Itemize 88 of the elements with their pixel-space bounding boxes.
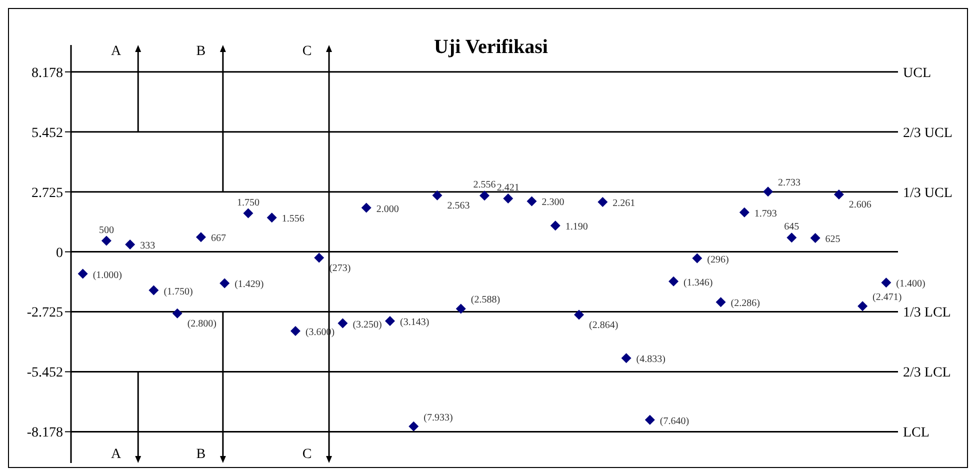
data-label: (296) [707, 254, 729, 266]
data-label: 2.556 [473, 180, 496, 191]
data-label: (2.286) [730, 298, 760, 310]
y-tick-label: 5.452 [32, 126, 63, 141]
point [480, 190, 490, 201]
data-label: 2.606 [848, 199, 872, 210]
point [432, 190, 442, 200]
point [858, 301, 868, 312]
point [148, 285, 159, 296]
point [621, 353, 632, 364]
data-label: 625 [825, 234, 840, 246]
point [384, 316, 395, 326]
ref-line-label: 1/3 LCL [903, 306, 951, 321]
point [716, 297, 726, 308]
point [338, 318, 348, 328]
annotation: B [196, 44, 206, 59]
point [739, 207, 750, 218]
data-label: (1.000) [92, 270, 122, 281]
point [526, 196, 537, 206]
point [574, 310, 584, 320]
ref-line-label: LCL [903, 426, 930, 441]
data-label: (1.400) [896, 278, 926, 290]
data-label: 2.421 [496, 182, 520, 194]
text: A [111, 447, 122, 462]
data-label: (7.933) [424, 412, 453, 424]
point [810, 233, 820, 244]
data-label: (1.750) [164, 286, 193, 298]
data-label: 2.563 [447, 200, 470, 212]
data-label: (1.429) [234, 279, 264, 290]
point [220, 278, 230, 288]
point [243, 208, 254, 218]
data-label: 1.793 [754, 208, 777, 220]
ref-line-label: 1/3 UCL [903, 186, 952, 201]
point [314, 252, 324, 263]
data-label: (2.471) [872, 292, 902, 304]
data-label: (7.640) [660, 416, 690, 427]
point [196, 232, 206, 242]
point [172, 308, 182, 318]
data-label: (1.346) [684, 277, 713, 288]
annotation: C [302, 44, 312, 59]
point [881, 278, 892, 288]
y-tick-label: -8.178 [26, 426, 63, 441]
point [361, 202, 372, 213]
point [598, 197, 608, 208]
data-label: 1.750 [236, 197, 260, 208]
ref-line-label: 2/3 LCL [903, 366, 951, 381]
data-label: 667 [210, 233, 226, 244]
y-tick-label: 0 [56, 246, 63, 261]
data-label: (3.250) [352, 319, 382, 330]
y-tick-label: -2.725 [26, 306, 63, 321]
data-label: (2.800) [187, 318, 216, 330]
data-label: (2.864) [589, 320, 618, 331]
data-label: 1.190 [565, 222, 588, 233]
point [101, 236, 112, 246]
point [456, 304, 466, 314]
point [290, 326, 300, 336]
y-tick-label: 2.725 [32, 186, 63, 201]
y-tick-label: 8.178 [32, 66, 63, 81]
point [503, 194, 514, 204]
point [763, 186, 774, 197]
ref-line-label: 2/3 UCL [903, 126, 952, 141]
point [834, 189, 844, 200]
data-label: (4.833) [636, 354, 666, 366]
annotation: A [111, 44, 122, 59]
chart-title: Uji Verifikasi [434, 36, 548, 58]
point [78, 268, 88, 279]
ref-line-label: UCL [903, 66, 931, 81]
data-label: (2.588) [470, 294, 500, 306]
y-tick-label: -5.452 [26, 366, 63, 381]
point [692, 253, 702, 264]
data-label: (3.143) [400, 316, 430, 328]
text: B [196, 447, 206, 462]
point [786, 232, 797, 243]
data-label: 2.733 [778, 178, 801, 189]
data-label: 645 [784, 222, 800, 233]
data-label: 1.556 [282, 214, 304, 225]
point [644, 414, 655, 425]
data-label: 2.261 [612, 198, 636, 210]
point [550, 220, 560, 231]
point [668, 276, 679, 286]
data-label: 2.300 [542, 197, 564, 208]
point [408, 421, 419, 432]
point [266, 212, 277, 223]
text: C [302, 447, 312, 462]
data-label: 2.000 [376, 204, 399, 215]
data-label: 500 [98, 224, 114, 236]
point [125, 239, 136, 250]
data-label: 333 [140, 240, 156, 252]
